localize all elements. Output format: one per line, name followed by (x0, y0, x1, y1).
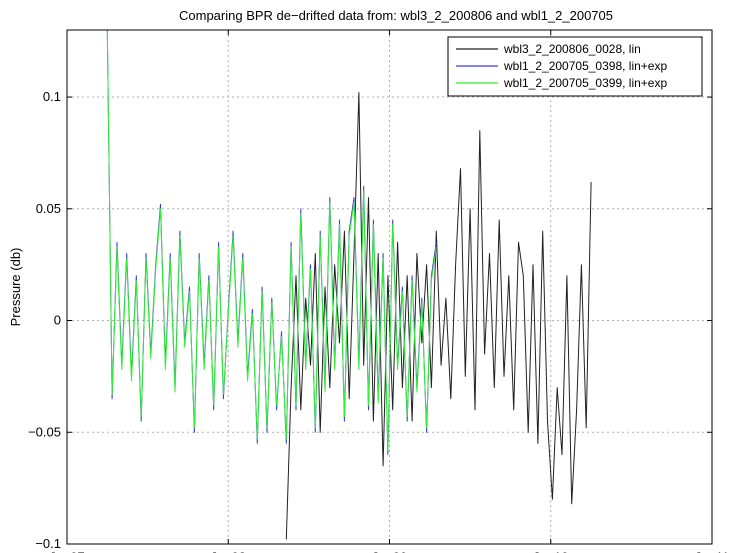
y-tick-label: 0.05 (36, 201, 61, 216)
y-tick-label: −0.05 (28, 424, 61, 439)
y-tick-label: 0 (54, 313, 61, 328)
x-tick-label: Jan11 (695, 550, 729, 553)
y-axis-label: Pressure (db) (8, 248, 23, 327)
plot-series (106, 29, 592, 540)
y-tick-label: −0.1 (35, 536, 61, 551)
x-tick-label: Jan10 (533, 550, 568, 553)
grid-lines (67, 30, 712, 544)
legend-label: wbl1_2_200705_0398, lin+exp (503, 59, 667, 73)
legend-label: wbl3_2_200806_0028, lin (503, 42, 641, 56)
chart-title: Comparing BPR de−drifted data from: wbl3… (179, 8, 613, 23)
series-line-3 (106, 29, 437, 451)
x-tick-label: Jan09 (372, 550, 407, 553)
axis-ticks: Jan07 Jan08 Jan09 Jan10 Jan11 −0.1 −0.05 0 0.05 0… (28, 30, 729, 553)
chart-legend: wbl3_2_200806_0028, lin wbl1_2_200705_039… (447, 36, 703, 97)
x-tick-label: Jan07 (49, 550, 84, 553)
legend-label: wbl1_2_200705_0399, lin+exp (503, 76, 667, 90)
y-tick-label: 0.1 (43, 89, 61, 104)
x-tick-label: Jan08 (211, 550, 246, 553)
